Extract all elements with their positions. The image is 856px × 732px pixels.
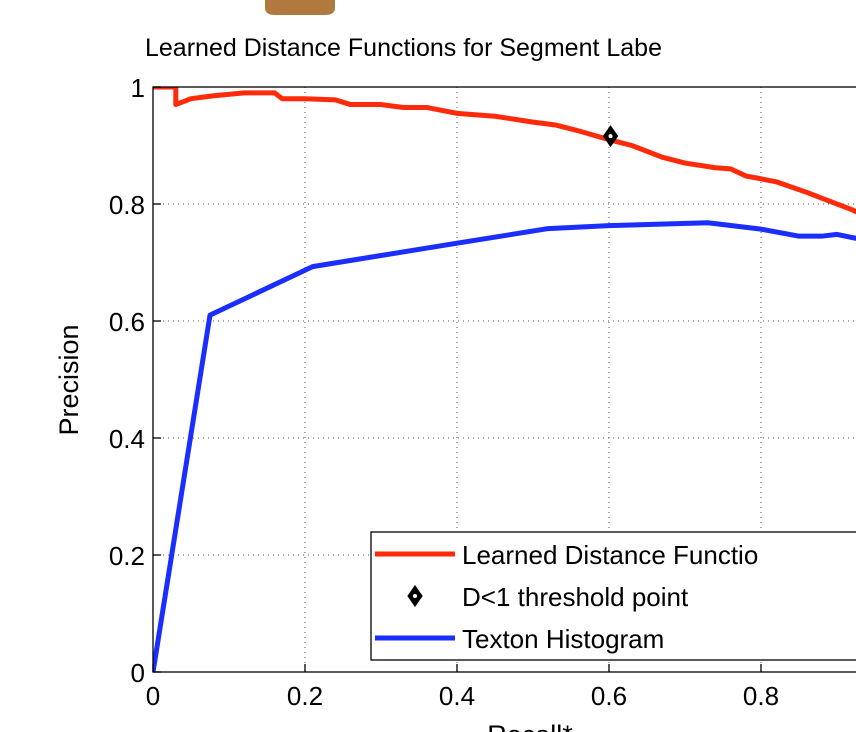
marker-inner <box>608 134 613 139</box>
legend-marker-inner <box>413 594 417 598</box>
legend-label: D<1 threshold point <box>462 582 689 612</box>
chart-title: Learned Distance Functions for Segment L… <box>145 34 662 62</box>
x-tick-label: 0.8 <box>743 681 779 711</box>
x-tick-label: 0.6 <box>591 681 627 711</box>
x-tick-label: 0 <box>146 681 160 711</box>
legend-label: Learned Distance Functio <box>462 540 758 570</box>
y-tick-label: 0.8 <box>109 190 145 220</box>
decoration <box>265 0 335 15</box>
plot-area <box>153 87 856 672</box>
x-axis-label: Recall* <box>487 720 573 732</box>
ticks: 00.20.40.60.8100.20.40.60.81 <box>109 73 779 711</box>
y-tick-label: 1 <box>131 73 145 103</box>
y-axis-label: Precision <box>54 324 84 435</box>
line-series <box>153 87 856 215</box>
plot-frame <box>152 86 856 673</box>
y-tick-label: 0 <box>131 658 145 688</box>
y-tick-label: 0.6 <box>109 307 145 337</box>
y-tick-label: 0.2 <box>109 541 145 571</box>
x-tick-label: 0.4 <box>439 681 475 711</box>
x-tick-label: 0.2 <box>287 681 323 711</box>
line-series <box>153 220 856 672</box>
threshold-marker <box>602 125 619 148</box>
legend-label: Texton Histogram <box>462 624 664 654</box>
legend: Learned Distance Functio D<1 threshold po… <box>370 531 856 661</box>
y-tick-label: 0.4 <box>109 424 145 454</box>
